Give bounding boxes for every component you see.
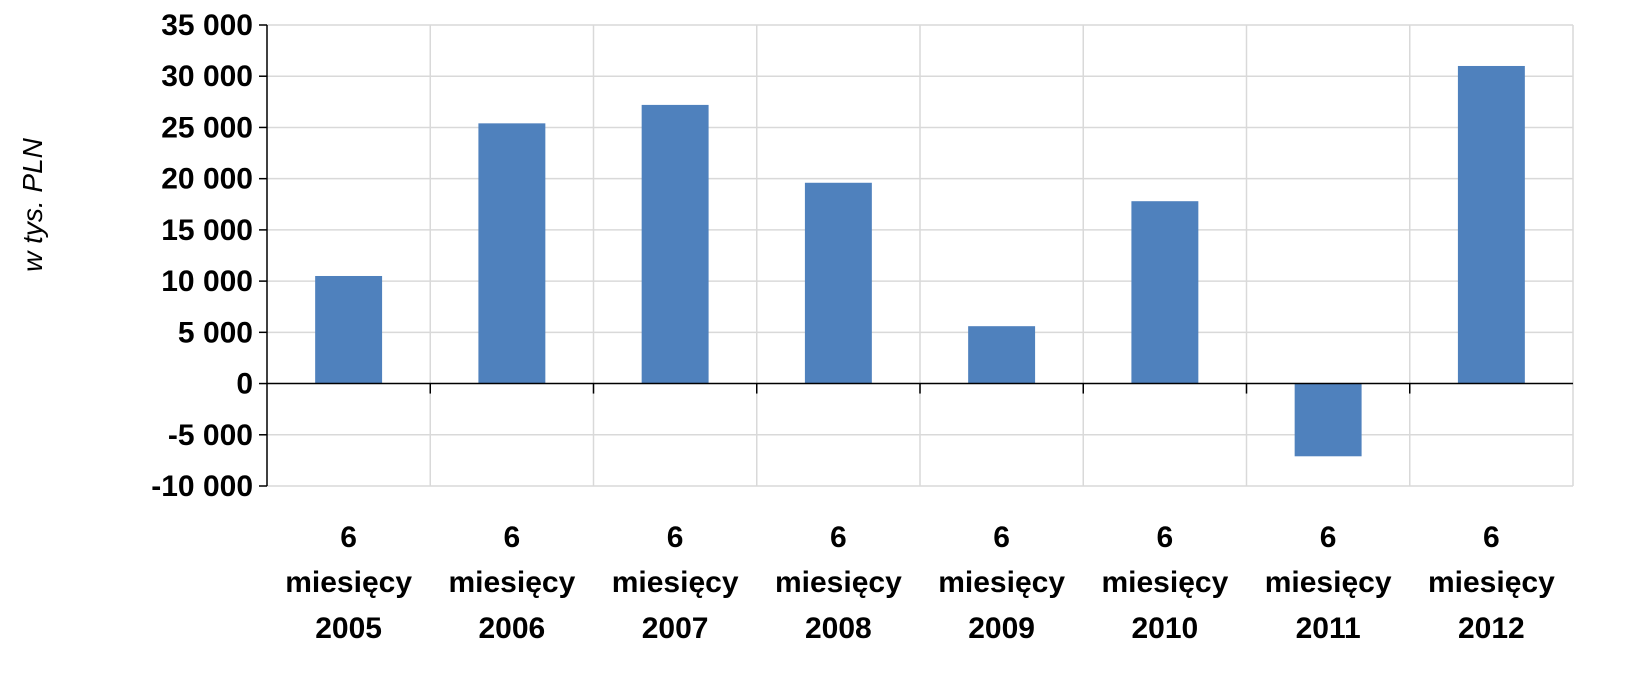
x-tick-label: miesięcy — [612, 566, 739, 599]
y-tick-label: 30 000 — [161, 60, 253, 93]
bar-0 — [315, 275, 383, 384]
x-category-label-1: 6 miesięcy 2006 — [448, 521, 575, 645]
x-tick-label: 6 — [1483, 521, 1500, 554]
x-tick-label: 2011 — [1296, 612, 1361, 645]
y-tick-label: -10 000 — [151, 470, 253, 503]
x-tick-label: 2010 — [1132, 612, 1199, 645]
y-tick-label: -5 000 — [168, 419, 253, 452]
x-tick-label: miesięcy — [448, 566, 575, 599]
bar-3 — [804, 182, 872, 384]
bar-5 — [1131, 201, 1199, 384]
x-category-label-2: 6 miesięcy 2007 — [612, 521, 739, 645]
x-category-label-7: 6 miesięcy 2012 — [1428, 521, 1555, 645]
x-tick-label: 6 — [1320, 521, 1337, 554]
x-category-label-4: 6 miesięcy 2009 — [938, 521, 1065, 645]
bar-2 — [641, 104, 709, 384]
x-tick-label: 6 — [667, 521, 684, 554]
x-tick-label: 2006 — [479, 612, 546, 645]
y-tick-label: 15 000 — [161, 214, 253, 247]
x-tick-label: 2009 — [968, 612, 1035, 645]
x-tick-labels: 6miesięcy20056miesięcy20066miesięcy20076… — [285, 521, 1555, 645]
x-tick-label: 2005 — [315, 612, 382, 645]
bar-4 — [968, 326, 1036, 384]
axes — [259, 24, 1573, 487]
x-tick-label: miesięcy — [1428, 566, 1555, 599]
x-tick-label: 2012 — [1458, 612, 1525, 645]
x-category-label-5: 6 miesięcy 2010 — [1101, 521, 1228, 645]
y-axis-label: w tys. PLN — [17, 137, 48, 272]
y-tick-labels: 35 000 30 000 25 000 20 000 15 000 10 000 5 00… — [151, 9, 253, 503]
y-tick-label: 10 000 — [161, 265, 253, 298]
bars — [315, 65, 1525, 457]
y-tick-label: 5 000 — [178, 316, 253, 349]
x-category-label-6: 6 miesięcy 2011 — [1265, 521, 1392, 645]
x-tick-label: 6 — [830, 521, 847, 554]
x-tick-label: miesięcy — [285, 566, 412, 599]
bar-6 — [1294, 383, 1362, 457]
bar-7 — [1457, 65, 1525, 384]
grid-lines — [267, 24, 1574, 487]
x-tick-label: 2008 — [805, 612, 872, 645]
bar-1 — [478, 123, 546, 384]
y-tick-label: 0 — [236, 368, 253, 401]
x-tick-label: miesięcy — [1101, 566, 1228, 599]
x-tick-label: 6 — [340, 521, 357, 554]
x-tick-label: 2007 — [642, 612, 709, 645]
x-tick-label: miesięcy — [775, 566, 902, 599]
y-tick-label: 35 000 — [161, 9, 253, 42]
x-tick-label: 6 — [1157, 521, 1174, 554]
x-tick-label: 6 — [993, 521, 1010, 554]
y-tick-label: 25 000 — [161, 111, 253, 144]
y-tick-label: 20 000 — [161, 163, 253, 196]
x-tick-label: miesięcy — [938, 566, 1065, 599]
x-category-label-3: 6 miesięcy 2008 — [775, 521, 902, 645]
x-category-label-0: 6 miesięcy 2005 — [285, 521, 412, 645]
x-tick-label: 6 — [504, 521, 521, 554]
x-tick-label: miesięcy — [1265, 566, 1392, 599]
